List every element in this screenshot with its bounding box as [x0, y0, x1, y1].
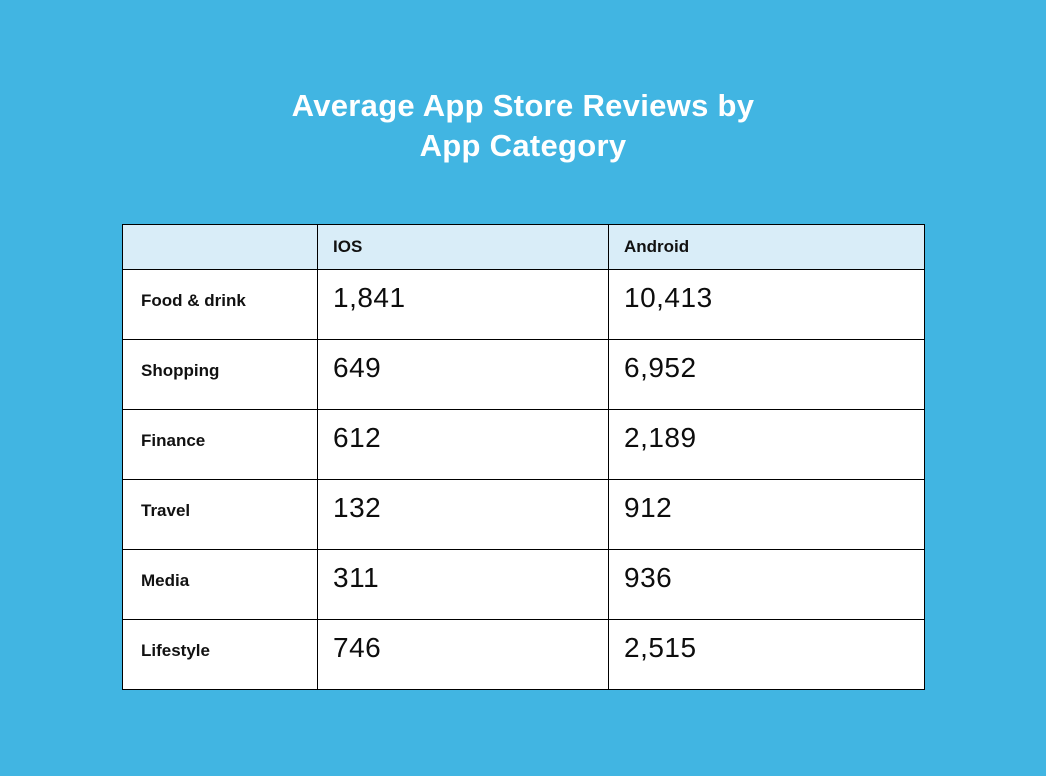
ios-value: 612 [317, 409, 609, 480]
chart-title: Average App Store Reviews by App Categor… [0, 0, 1046, 166]
ios-value: 649 [317, 339, 609, 410]
android-value: 2,515 [608, 619, 925, 690]
android-value: 2,189 [608, 409, 925, 480]
ios-value: 311 [317, 549, 609, 620]
chart-title-line2: App Category [419, 128, 627, 163]
empty-header-cell [122, 224, 318, 270]
header-row: IOS Android [122, 224, 925, 270]
reviews-table: IOS Android Food & drink 1,841 10,413 Sh… [122, 224, 925, 690]
ios-value: 746 [317, 619, 609, 690]
table-row: Finance 612 2,189 [122, 409, 925, 480]
table-row: Shopping 649 6,952 [122, 339, 925, 410]
row-category: Finance [122, 409, 318, 480]
row-category: Media [122, 549, 318, 620]
table-row: Lifestyle 746 2,515 [122, 619, 925, 690]
row-category: Lifestyle [122, 619, 318, 690]
android-value: 912 [608, 479, 925, 550]
table-row: Travel 132 912 [122, 479, 925, 550]
ios-value: 1,841 [317, 269, 609, 340]
column-header-android: Android [608, 224, 925, 270]
android-value: 936 [608, 549, 925, 620]
chart-title-line1: Average App Store Reviews by [291, 88, 755, 123]
table-row: Media 311 936 [122, 549, 925, 620]
table-row: Food & drink 1,841 10,413 [122, 269, 925, 340]
column-header-ios: IOS [317, 224, 609, 270]
ios-value: 132 [317, 479, 609, 550]
row-category: Shopping [122, 339, 318, 410]
row-category: Food & drink [122, 269, 318, 340]
android-value: 6,952 [608, 339, 925, 410]
android-value: 10,413 [608, 269, 925, 340]
row-category: Travel [122, 479, 318, 550]
